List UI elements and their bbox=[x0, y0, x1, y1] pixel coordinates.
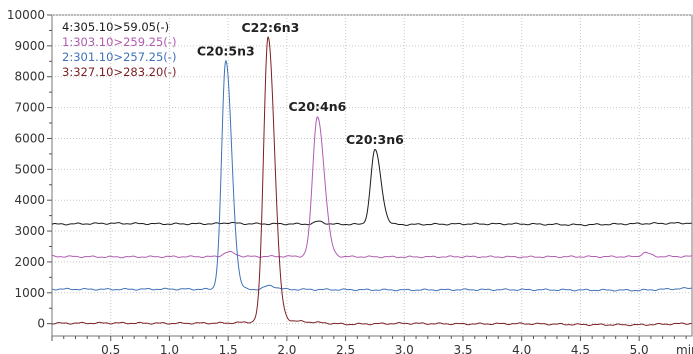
trace-line bbox=[51, 60, 692, 292]
y-tick-label: 1000 bbox=[14, 286, 45, 300]
legend-entry: 4:305.10>59.05(-) bbox=[62, 20, 169, 34]
y-tick-label: 8000 bbox=[14, 70, 45, 84]
x-tick-label: 4.5 bbox=[571, 343, 590, 354]
x-tick-label: 0.5 bbox=[101, 343, 120, 354]
x-tick-label: 1.0 bbox=[160, 343, 179, 354]
y-tick-label: 7000 bbox=[14, 101, 45, 115]
y-tick-label: 2000 bbox=[14, 255, 45, 269]
x-tick-label: 1.5 bbox=[219, 343, 238, 354]
x-tick-label: 5.0 bbox=[630, 343, 649, 354]
x-tick-label: 4.0 bbox=[512, 343, 531, 354]
legend-entry: 1:303.10>259.25(-) bbox=[62, 35, 176, 49]
y-tick-label: 10000 bbox=[7, 8, 45, 22]
x-tick-label: 3.5 bbox=[453, 343, 472, 354]
legend-entry: 3:327.10>283.20(-) bbox=[62, 65, 176, 79]
y-tick-label: 5000 bbox=[14, 162, 45, 176]
plot-area bbox=[51, 14, 693, 337]
trace-line bbox=[51, 148, 692, 227]
trace-line bbox=[51, 36, 692, 327]
y-tick-label: 6000 bbox=[14, 131, 45, 145]
peak-label: C20:5n3 bbox=[197, 43, 255, 58]
peak-label: C20:4n6 bbox=[288, 99, 346, 114]
x-tick-label: 2.5 bbox=[336, 343, 355, 354]
peak-label: C22:6n3 bbox=[241, 20, 299, 35]
y-tick-label: 4000 bbox=[14, 193, 45, 207]
x-tick-label: 3.0 bbox=[395, 343, 414, 354]
y-tick-label: 9000 bbox=[14, 39, 45, 53]
peak-label: C20:3n6 bbox=[346, 132, 404, 147]
legend-entry: 2:301.10>257.25(-) bbox=[62, 50, 176, 64]
x-tick-label: 2.0 bbox=[277, 343, 296, 354]
x-axis-label: min bbox=[676, 343, 693, 354]
y-tick-label: 3000 bbox=[14, 224, 45, 238]
trace-line bbox=[51, 116, 692, 259]
y-tick-label: 0 bbox=[37, 317, 45, 331]
